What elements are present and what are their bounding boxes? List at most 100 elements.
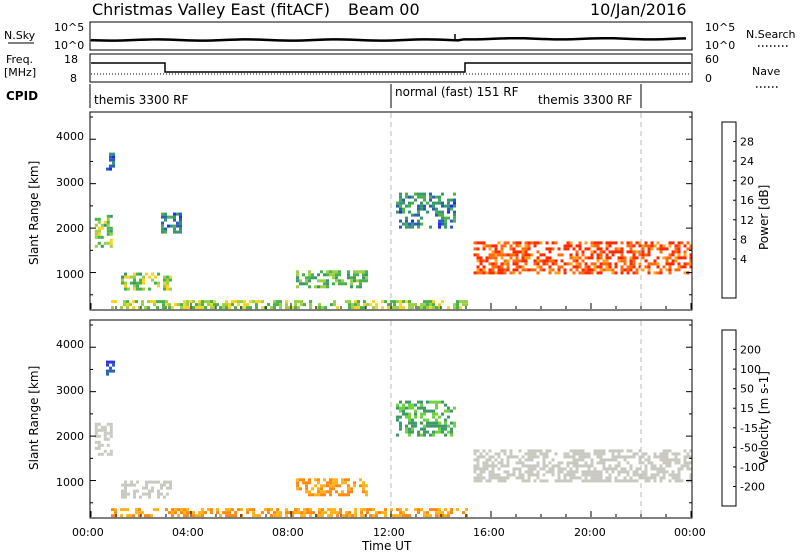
data-cell xyxy=(288,306,291,310)
data-cell xyxy=(279,514,282,518)
data-cell xyxy=(148,480,151,484)
data-cell xyxy=(674,476,678,480)
data-cell xyxy=(494,452,498,456)
data-cell xyxy=(575,452,579,456)
data-cell xyxy=(578,247,582,251)
data-cell xyxy=(153,300,156,304)
data-cell xyxy=(587,265,591,269)
data-cell xyxy=(133,489,136,493)
data-cell xyxy=(100,235,104,239)
data-cell xyxy=(320,493,323,497)
data-cell xyxy=(647,250,651,254)
data-cell xyxy=(659,467,663,471)
data-cell xyxy=(345,300,348,304)
data-cell xyxy=(161,212,164,216)
data-cell xyxy=(174,511,177,515)
data-cell xyxy=(671,473,675,477)
data-cell xyxy=(620,241,624,245)
data-cell xyxy=(345,511,348,515)
data-cell xyxy=(503,470,507,474)
data-cell xyxy=(590,464,594,468)
data-cell xyxy=(302,481,305,485)
data-cell xyxy=(441,400,444,404)
data-cell xyxy=(285,511,288,515)
data-cell xyxy=(578,452,582,456)
data-cell xyxy=(356,279,359,283)
data-cell xyxy=(296,478,299,482)
data-cell xyxy=(132,514,135,518)
data-cell xyxy=(432,303,435,307)
data-cell xyxy=(581,455,585,459)
data-cell xyxy=(305,484,308,488)
data-cell xyxy=(160,492,163,496)
data-cell xyxy=(123,303,126,307)
data-cell xyxy=(638,250,642,254)
data-cell xyxy=(677,253,681,257)
data-cell xyxy=(578,458,582,462)
data-cell xyxy=(488,262,492,266)
data-cell xyxy=(479,256,483,260)
data-cell xyxy=(161,230,164,234)
xtick-1200: 12:00 xyxy=(373,526,405,539)
data-cell xyxy=(438,225,441,229)
data-cell xyxy=(308,279,311,283)
data-cell xyxy=(668,458,672,462)
data-cell xyxy=(186,303,189,307)
data-cell xyxy=(680,464,684,468)
data-cell xyxy=(296,484,299,488)
data-cell xyxy=(647,247,651,251)
data-cell xyxy=(509,271,513,275)
nsearch-label: N.Search xyxy=(746,28,796,41)
data-cell xyxy=(557,247,561,251)
data-cell xyxy=(420,201,423,205)
data-cell xyxy=(593,473,597,477)
data-cell xyxy=(557,470,561,474)
data-cell xyxy=(575,470,579,474)
data-cell xyxy=(494,476,498,480)
data-cell xyxy=(450,427,453,431)
data-cell xyxy=(347,493,350,497)
data-cell xyxy=(584,452,588,456)
data-cell xyxy=(584,268,588,272)
colorbar-tick-label: 12 xyxy=(740,214,754,227)
data-cell xyxy=(453,216,456,220)
data-cell xyxy=(417,192,420,196)
data-cell xyxy=(360,508,363,512)
data-cell xyxy=(626,473,630,477)
data-cell xyxy=(665,464,669,468)
data-cell xyxy=(494,250,498,254)
data-cell xyxy=(399,198,402,202)
data-cell xyxy=(109,152,112,156)
colorbar-tick-label: 50 xyxy=(740,383,754,396)
data-cell xyxy=(432,508,435,512)
data-cell xyxy=(662,265,666,269)
data-cell xyxy=(677,247,681,251)
data-cell xyxy=(192,514,195,518)
data-cell xyxy=(650,241,654,245)
data-cell xyxy=(144,514,147,518)
data-cell xyxy=(476,247,480,251)
data-cell xyxy=(689,461,693,465)
data-cell xyxy=(210,306,213,310)
cpid-segment-3: themis 3300 RF xyxy=(538,93,632,107)
data-cell xyxy=(417,406,420,410)
data-cell xyxy=(611,467,615,471)
data-cell xyxy=(167,215,170,219)
data-cell xyxy=(644,479,648,483)
data-cell xyxy=(476,256,480,260)
data-cell xyxy=(545,479,549,483)
data-cell xyxy=(656,470,660,474)
colorbar-tick-label: 15 xyxy=(740,402,754,415)
data-cell xyxy=(408,421,411,425)
xtick-0400: 04:00 xyxy=(172,526,204,539)
data-cell xyxy=(336,306,339,310)
data-cell xyxy=(132,306,135,310)
data-cell xyxy=(329,478,332,482)
data-cell xyxy=(659,247,663,251)
data-cell xyxy=(596,476,600,480)
data-cell xyxy=(497,467,501,471)
data-cell xyxy=(518,250,522,254)
data-cell xyxy=(156,306,159,310)
colorbar-tick-label: 24 xyxy=(740,155,754,168)
data-cell xyxy=(530,449,534,453)
